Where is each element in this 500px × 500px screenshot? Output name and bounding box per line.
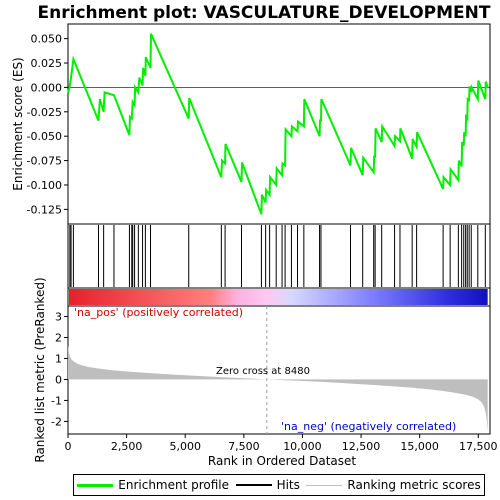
legend: Enrichment profile Hits Ranking metric s…: [73, 474, 485, 496]
x-tick-label: 7,500: [228, 440, 260, 453]
hits-marks: [69, 225, 486, 287]
es-y-tick-label: -0.100: [27, 179, 62, 192]
x-tick-label: 12,500: [342, 440, 381, 453]
legend-item-enrichment-profile: Enrichment profile: [77, 478, 229, 492]
x-tick-label: 5,000: [169, 440, 201, 453]
es-y-tick-label: 0.050: [31, 33, 63, 46]
rank-color-gradient: [69, 289, 488, 305]
es-y-tick-label: -0.050: [27, 130, 62, 143]
plot-title: Enrichment plot: VASCULATURE_DEVELOPMENT: [38, 3, 491, 23]
legend-label-ranking-metric: Ranking metric scores: [347, 478, 481, 492]
metric-y-tick-label: -1: [51, 394, 62, 407]
legend-swatch-enrichment-profile: [77, 483, 114, 487]
legend-label-enrichment-profile: Enrichment profile: [118, 478, 230, 492]
enrichment-profile-line: [67, 33, 489, 215]
zero-cross-label: Zero cross at 8480: [216, 366, 310, 377]
metric-panel-frame: [67, 305, 491, 435]
legend-label-hits: Hits: [276, 478, 300, 492]
positive-correlation-label: 'na_pos' (positively correlated): [74, 306, 243, 319]
legend-swatch-hits: [235, 484, 272, 486]
es-y-tick-label: -0.125: [27, 203, 62, 216]
es-y-tick-label: 0.000: [31, 81, 63, 94]
negative-correlation-label: 'na_neg' (negatively correlated): [281, 420, 456, 433]
es-y-tick-label: -0.025: [27, 106, 62, 119]
metric-y-tick-label: 0: [55, 373, 62, 386]
metric-y-axis-title: Ranked list metric (PreRanked): [33, 277, 47, 462]
es-panel-frame: [67, 23, 491, 225]
x-axis-title: Rank in Ordered Dataset: [208, 454, 356, 468]
metric-y-tick-label: 2: [55, 331, 62, 344]
legend-swatch-ranking-metric: [306, 484, 343, 486]
x-tick-label: 10,000: [283, 440, 322, 453]
x-tick-label: 2,500: [111, 440, 143, 453]
es-y-axis: -0.125 -0.100 -0.075 -0.050 -0.025 0.000 0.025…: [27, 33, 68, 216]
es-y-axis-title: Enrichment score (ES): [11, 57, 25, 190]
x-tick-label: 15,000: [400, 440, 439, 453]
metric-y-tick-label: 1: [55, 352, 62, 365]
es-y-tick-label: -0.075: [27, 155, 62, 168]
metric-y-tick-label: -2: [51, 415, 62, 428]
x-axis: 0 2,500 5,000 7,500 10,000 12,500 15,000 17,500: [65, 434, 498, 453]
x-tick-label: 0: [65, 440, 72, 453]
metric-y-axis: -2 -1 0 1 2 3: [51, 310, 68, 428]
x-tick-label: 17,500: [459, 440, 498, 453]
legend-item-ranking-metric: Ranking metric scores: [306, 478, 481, 492]
metric-y-tick-label: 3: [55, 310, 62, 323]
legend-item-hits: Hits: [235, 478, 300, 492]
es-y-tick-label: 0.025: [31, 57, 63, 70]
